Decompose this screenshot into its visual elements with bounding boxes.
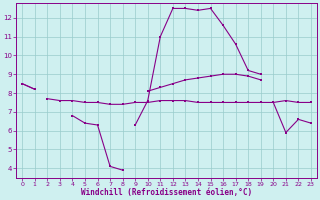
X-axis label: Windchill (Refroidissement éolien,°C): Windchill (Refroidissement éolien,°C): [81, 188, 252, 197]
